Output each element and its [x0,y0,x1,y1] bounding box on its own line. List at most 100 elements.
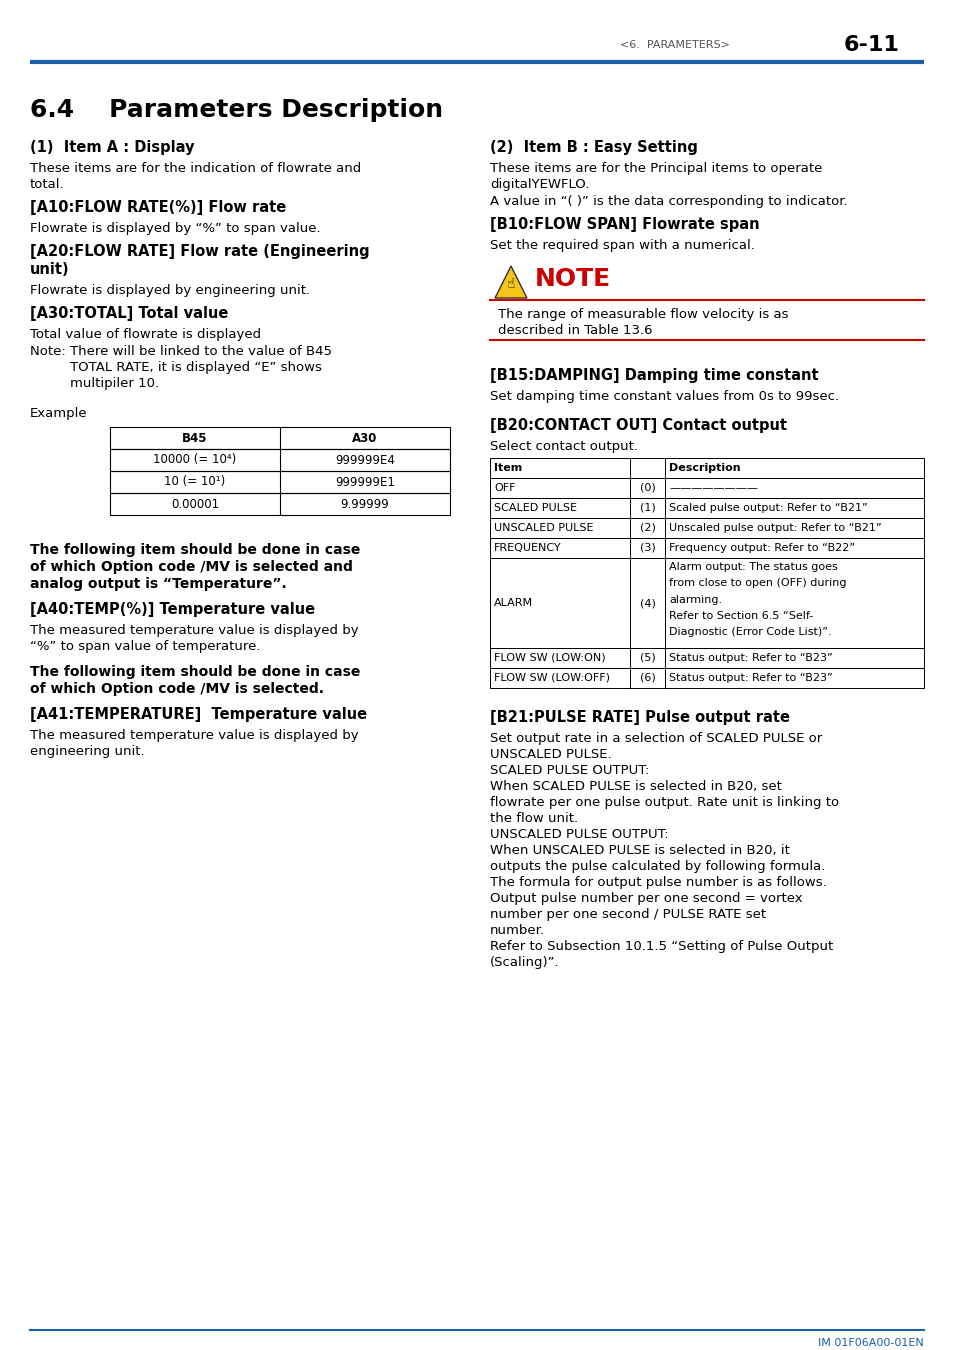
Text: UNSCALED PULSE: UNSCALED PULSE [494,522,593,533]
Text: [A30:TOTAL] Total value: [A30:TOTAL] Total value [30,306,228,321]
Text: These items are for the Principal items to operate: These items are for the Principal items … [490,162,821,176]
Text: Flowrate is displayed by “%” to span value.: Flowrate is displayed by “%” to span val… [30,221,320,235]
Text: B45: B45 [182,432,208,444]
Text: (1): (1) [639,504,655,513]
Text: [A10:FLOW RATE(%)] Flow rate: [A10:FLOW RATE(%)] Flow rate [30,200,286,215]
Text: digitalYEWFLO.: digitalYEWFLO. [490,178,589,190]
Text: UNSCALED PULSE.: UNSCALED PULSE. [490,748,611,761]
Bar [110,471,450,493]
Text: Output pulse number per one second = vortex: Output pulse number per one second = vor… [490,892,801,904]
Text: Status output: Refer to “B23”: Status output: Refer to “B23” [668,674,832,683]
Text: total.: total. [30,178,65,190]
Text: Select contact output.: Select contact output. [490,440,638,454]
Text: The following item should be done in case: The following item should be done in cas… [30,543,360,558]
Text: of which Option code /MV is selected and: of which Option code /MV is selected and [30,560,353,574]
Text: [A40:TEMP(%)] Temperature value: [A40:TEMP(%)] Temperature value [30,602,314,617]
Text: 0.00001: 0.00001 [171,498,219,510]
Text: Note: There will be linked to the value of B45: Note: There will be linked to the value … [30,346,332,358]
Text: Flowrate is displayed by engineering unit.: Flowrate is displayed by engineering uni… [30,284,310,297]
Text: (2): (2) [639,522,655,533]
Text: number.: number. [490,923,544,937]
Text: (Scaling)”.: (Scaling)”. [490,956,559,969]
Text: 999999E1: 999999E1 [335,475,395,489]
Text: 6.4    Parameters Description: 6.4 Parameters Description [30,99,442,122]
Text: The following item should be done in case: The following item should be done in cas… [30,666,360,679]
Text: [B10:FLOW SPAN] Flowrate span: [B10:FLOW SPAN] Flowrate span [490,217,759,232]
Text: multipiler 10.: multipiler 10. [70,377,159,390]
Bar [490,478,923,498]
Text: ALARM: ALARM [494,598,533,608]
Text: UNSCALED PULSE OUTPUT:: UNSCALED PULSE OUTPUT: [490,828,668,841]
Text: 999999E4: 999999E4 [335,454,395,467]
Bar [490,648,923,668]
Text: [A20:FLOW RATE] Flow rate (Engineering: [A20:FLOW RATE] Flow rate (Engineering [30,244,369,259]
Text: ————————: ———————— [668,483,758,493]
Text: A value in “( )” is the data corresponding to indicator.: A value in “( )” is the data correspondi… [490,194,846,208]
Bar [490,539,923,558]
Text: (2)  Item B : Easy Setting: (2) Item B : Easy Setting [490,140,698,155]
Text: FLOW SW (LOW:OFF): FLOW SW (LOW:OFF) [494,674,609,683]
Text: Item: Item [494,463,521,472]
Text: outputs the pulse calculated by following formula.: outputs the pulse calculated by followin… [490,860,824,873]
Text: (0): (0) [639,483,655,493]
Text: unit): unit) [30,262,70,277]
Text: the flow unit.: the flow unit. [490,811,578,825]
Text: A30: A30 [352,432,377,444]
Text: <6.  PARAMETERS>: <6. PARAMETERS> [619,40,729,50]
Text: (6): (6) [639,674,655,683]
Text: [B21:PULSE RATE] Pulse output rate: [B21:PULSE RATE] Pulse output rate [490,710,789,725]
Text: “%” to span value of temperature.: “%” to span value of temperature. [30,640,260,653]
Text: FREQUENCY: FREQUENCY [494,543,561,554]
Text: IM 01F06A00-01EN: IM 01F06A00-01EN [818,1338,923,1349]
Text: number per one second / PULSE RATE set: number per one second / PULSE RATE set [490,909,765,921]
Text: 9.99999: 9.99999 [340,498,389,510]
Text: Alarm output: The status goes: Alarm output: The status goes [668,562,837,572]
Text: flowrate per one pulse output. Rate unit is linking to: flowrate per one pulse output. Rate unit… [490,796,839,809]
Text: FLOW SW (LOW:ON): FLOW SW (LOW:ON) [494,653,605,663]
Text: TOTAL RATE, it is displayed “E” shows: TOTAL RATE, it is displayed “E” shows [70,360,321,374]
Text: The measured temperature value is displayed by: The measured temperature value is displa… [30,729,358,742]
Text: (1)  Item A : Display: (1) Item A : Display [30,140,194,155]
Text: Set output rate in a selection of SCALED PULSE or: Set output rate in a selection of SCALED… [490,732,821,745]
Text: 10 (= 10¹): 10 (= 10¹) [164,475,226,489]
Text: Refer to Subsection 10.1.5 “Setting of Pulse Output: Refer to Subsection 10.1.5 “Setting of P… [490,940,832,953]
Text: The measured temperature value is displayed by: The measured temperature value is displa… [30,624,358,637]
Bar [490,498,923,518]
Bar [110,493,450,514]
Text: described in Table 13.6: described in Table 13.6 [497,324,652,338]
Text: Status output: Refer to “B23”: Status output: Refer to “B23” [668,653,832,663]
Text: (3): (3) [639,543,655,554]
Bar [110,450,450,471]
Text: Set damping time constant values from 0s to 99sec.: Set damping time constant values from 0s… [490,390,839,404]
Bar [490,558,923,648]
Text: alarming.: alarming. [668,595,721,605]
Text: Scaled pulse output: Refer to “B21”: Scaled pulse output: Refer to “B21” [668,504,867,513]
Text: from close to open (OFF) during: from close to open (OFF) during [668,578,845,589]
Text: Diagnostic (Error Code List)”.: Diagnostic (Error Code List)”. [668,628,831,637]
Text: [B15:DAMPING] Damping time constant: [B15:DAMPING] Damping time constant [490,369,818,383]
Text: Unscaled pulse output: Refer to “B21”: Unscaled pulse output: Refer to “B21” [668,522,881,533]
Bar [110,427,450,450]
Polygon shape [495,266,526,298]
Bar [490,458,923,478]
Text: The range of measurable flow velocity is as: The range of measurable flow velocity is… [497,308,788,321]
Text: 6-11: 6-11 [843,35,899,55]
Text: Total value of flowrate is displayed: Total value of flowrate is displayed [30,328,261,342]
Text: OFF: OFF [494,483,515,493]
Text: [A41:TEMPERATURE]  Temperature value: [A41:TEMPERATURE] Temperature value [30,707,367,722]
Text: analog output is “Temperature”.: analog output is “Temperature”. [30,576,287,591]
Text: [B20:CONTACT OUT] Contact output: [B20:CONTACT OUT] Contact output [490,418,786,433]
Text: Example: Example [30,406,88,420]
Text: of which Option code /MV is selected.: of which Option code /MV is selected. [30,682,324,697]
Text: Frequency output: Refer to “B22”: Frequency output: Refer to “B22” [668,543,854,554]
Text: Set the required span with a numerical.: Set the required span with a numerical. [490,239,754,252]
Text: engineering unit.: engineering unit. [30,745,145,757]
Text: 10000 (= 10⁴): 10000 (= 10⁴) [153,454,236,467]
Text: SCALED PULSE OUTPUT:: SCALED PULSE OUTPUT: [490,764,649,778]
Text: The formula for output pulse number is as follows.: The formula for output pulse number is a… [490,876,826,890]
Bar [490,668,923,688]
Text: (4): (4) [639,598,655,608]
Text: These items are for the indication of flowrate and: These items are for the indication of fl… [30,162,361,176]
Text: SCALED PULSE: SCALED PULSE [494,504,577,513]
Text: (5): (5) [639,653,655,663]
